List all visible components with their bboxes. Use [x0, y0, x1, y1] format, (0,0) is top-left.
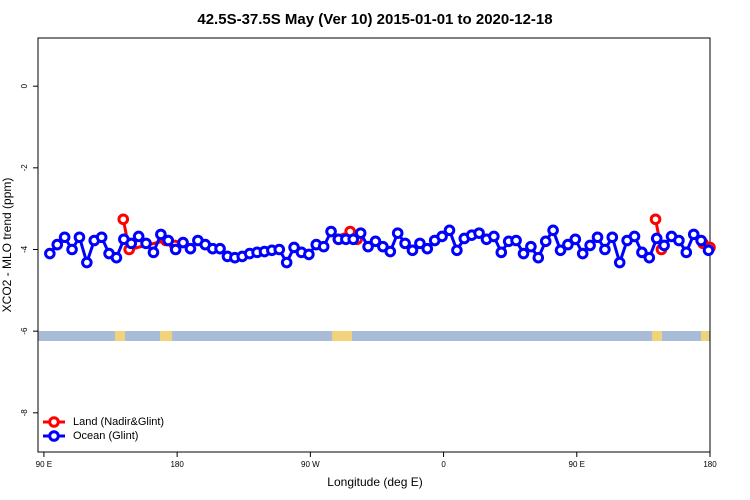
point — [680, 246, 693, 259]
y-tick-label: -2 — [20, 164, 29, 172]
point — [362, 240, 374, 253]
point — [317, 240, 330, 253]
land-patch — [652, 331, 662, 341]
x-tick-label: 0 — [441, 460, 446, 469]
point — [650, 232, 663, 245]
point — [539, 235, 552, 248]
point — [406, 244, 419, 257]
chart-title: 42.5S-37.5S May (Ver 10) 2015-01-01 to 2… — [197, 11, 552, 28]
land-patch — [115, 331, 125, 341]
y-tick-label: -6 — [20, 327, 29, 335]
point — [354, 227, 367, 239]
point — [658, 239, 670, 252]
y-tick-label: -4 — [20, 245, 29, 253]
point — [436, 230, 448, 243]
y-tick-label: -8 — [20, 409, 29, 417]
point — [214, 242, 226, 255]
point — [443, 224, 456, 237]
x-tick-label: 90 E — [569, 460, 585, 469]
point — [280, 256, 293, 269]
point — [184, 242, 197, 255]
point — [117, 213, 130, 226]
point — [673, 234, 685, 247]
point — [636, 246, 648, 259]
point — [347, 233, 360, 246]
ocean-strip — [38, 331, 710, 341]
x-tick-label: 90 E — [36, 460, 52, 469]
point — [147, 246, 160, 259]
point — [162, 234, 175, 247]
legend-label: Ocean (Glint) — [73, 430, 138, 442]
point — [562, 238, 574, 251]
point — [110, 251, 123, 264]
point — [169, 243, 182, 256]
point — [399, 237, 411, 250]
x-tick-label: 180 — [703, 460, 717, 469]
x-tick-label: 90 W — [301, 460, 320, 469]
point — [649, 213, 662, 226]
point — [488, 230, 500, 243]
point — [584, 239, 596, 252]
surface-mask — [38, 331, 710, 341]
point — [695, 234, 707, 247]
point — [554, 244, 567, 257]
point — [414, 237, 426, 250]
point — [599, 243, 611, 256]
point — [576, 247, 589, 260]
point — [687, 228, 700, 241]
point — [303, 248, 315, 261]
land-patch — [701, 331, 709, 341]
point — [81, 256, 93, 269]
point — [66, 243, 78, 256]
legend-label: Land (Nadir&Glint) — [73, 416, 164, 428]
y-tick-label: 0 — [20, 83, 29, 88]
point — [517, 247, 530, 260]
point — [369, 235, 382, 248]
point — [451, 244, 463, 257]
point — [532, 251, 545, 264]
point — [125, 237, 138, 250]
x-axis-label: Longitude (deg E) — [327, 475, 422, 489]
point — [643, 251, 656, 264]
point — [569, 233, 582, 246]
point — [51, 238, 64, 251]
point — [140, 237, 152, 250]
point — [155, 228, 167, 241]
point — [495, 246, 508, 259]
point — [384, 245, 397, 258]
point — [44, 247, 56, 260]
point — [177, 236, 189, 249]
point — [547, 224, 559, 237]
point — [510, 234, 522, 247]
point — [613, 256, 626, 269]
point — [273, 243, 286, 256]
point — [391, 227, 404, 239]
point — [73, 231, 86, 244]
legend-marker — [48, 430, 60, 442]
land-patch — [332, 331, 352, 341]
point — [628, 230, 641, 243]
point — [95, 231, 108, 244]
point — [702, 244, 715, 257]
point — [591, 231, 604, 244]
point — [421, 242, 434, 255]
point — [473, 227, 485, 239]
point — [132, 230, 145, 243]
x-tick-label: 180 — [170, 460, 184, 469]
point — [606, 231, 619, 244]
land-patch — [160, 331, 172, 341]
legend-marker — [48, 416, 60, 428]
point — [325, 225, 337, 238]
point — [58, 231, 71, 244]
point — [525, 240, 537, 253]
y-axis-label: XCO2 - MLO trend (ppm) — [0, 178, 14, 313]
